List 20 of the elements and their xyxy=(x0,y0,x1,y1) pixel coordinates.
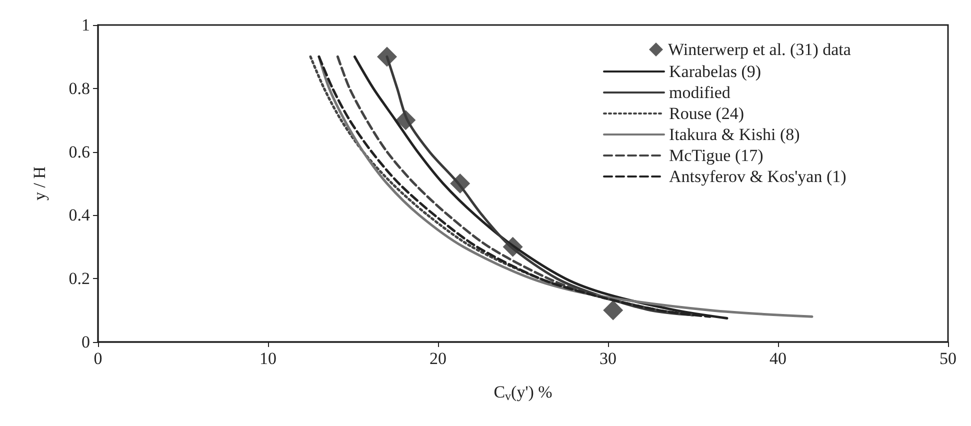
y-tick-label: 0.4 xyxy=(68,206,90,225)
legend-label: Antsyferov & Kos'yan (1) xyxy=(669,167,846,186)
x-tick-label: 20 xyxy=(430,349,446,368)
legend-label: Rouse (24) xyxy=(669,104,744,123)
x-tick-label: 50 xyxy=(940,349,956,368)
x-tick-label: 40 xyxy=(770,349,786,368)
legend-label: McTigue (17) xyxy=(669,146,764,165)
y-tick-label: 0.6 xyxy=(68,142,90,162)
y-tick-label: 0 xyxy=(82,332,90,352)
legend-label: Karabelas (9) xyxy=(669,62,762,81)
y-tick-label: 0.8 xyxy=(68,78,90,98)
y-tick-label: 1 xyxy=(82,16,90,34)
x-tick-label: 30 xyxy=(600,349,616,368)
x-tick-label: 0 xyxy=(94,349,102,368)
y-axis-title: y / H xyxy=(30,166,49,200)
legend-label: modified xyxy=(669,83,731,102)
y-tick-label: 0.2 xyxy=(68,269,90,288)
x-tick-label: 10 xyxy=(260,349,276,368)
legend-label: Itakura & Kishi (8) xyxy=(669,125,800,144)
legend-label: Winterwerp et al. (31) data xyxy=(668,40,852,59)
